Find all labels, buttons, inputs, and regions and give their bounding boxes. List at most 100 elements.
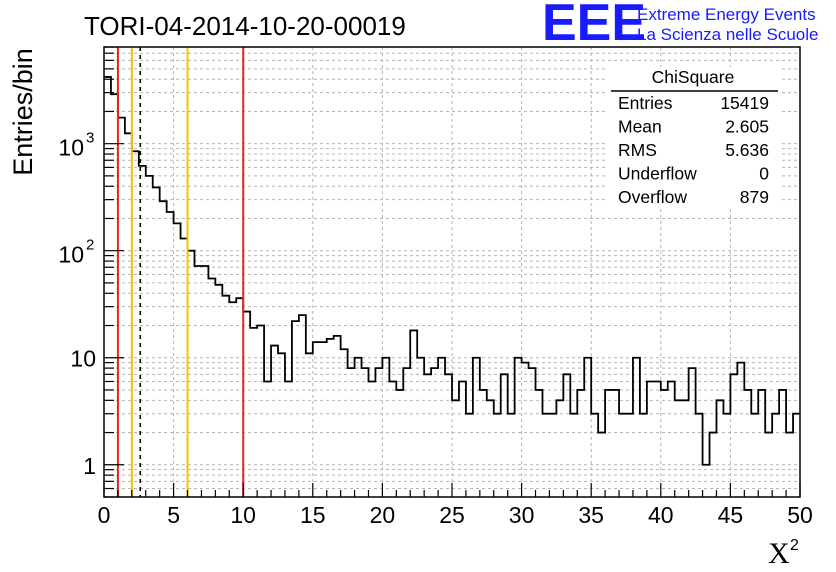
histogram-bin [153, 187, 160, 497]
histogram-bin [744, 390, 751, 497]
histogram-bin [633, 358, 640, 497]
x-axis-label-superscript: 2 [790, 537, 799, 554]
histogram-bin [194, 266, 201, 497]
histogram-bin [320, 342, 327, 497]
histogram-bin [403, 368, 410, 497]
histogram-bin [654, 381, 661, 497]
histogram-bin [591, 414, 598, 497]
histogram-bin [417, 358, 424, 497]
histogram-bin [410, 330, 417, 497]
x-tick-label: 10 [230, 502, 256, 528]
histogram-bin [327, 339, 334, 497]
y-tick-label-exponent: 2 [86, 237, 94, 254]
histogram-bin [689, 368, 696, 497]
y-tick-label-base: 1 [83, 453, 96, 479]
stats-row-value: 879 [740, 187, 769, 207]
x-axis-label-base: X [768, 537, 790, 570]
histogram-bin [494, 414, 501, 497]
stats-row-label: Entries [618, 93, 673, 113]
x-tick-label: 35 [578, 502, 604, 528]
histogram-bin [362, 368, 369, 497]
histogram-bin [605, 390, 612, 497]
histogram-bin [556, 400, 563, 497]
histogram-bin [751, 414, 758, 497]
histogram-bin [647, 381, 654, 497]
x-tick-label: 0 [98, 502, 111, 528]
x-tick-label: 25 [439, 502, 465, 528]
histogram-bin [445, 374, 452, 497]
x-tick-label: 20 [370, 502, 396, 528]
histogram-bin [682, 400, 689, 497]
histogram-bin [208, 278, 215, 497]
histogram-bin [703, 465, 710, 497]
y-tick-label-base: 10 [70, 346, 96, 372]
histogram-bin [515, 358, 522, 497]
y-tick-label: 1 [83, 453, 96, 479]
histogram-bin [668, 381, 675, 497]
histogram-bin [243, 312, 250, 497]
stats-row-value: 15419 [720, 93, 769, 113]
histogram-bin [125, 133, 132, 497]
histogram-bin [542, 414, 549, 497]
histogram-bin [710, 433, 717, 497]
histogram-bin [396, 390, 403, 497]
histogram-bin [730, 374, 737, 497]
histogram-bin [424, 374, 431, 497]
histogram-bin [549, 414, 556, 497]
histogram-bin [292, 321, 299, 497]
y-axis-label: Entries/bin [8, 48, 38, 176]
histogram-bin [487, 400, 494, 497]
histogram-bin [375, 368, 382, 497]
histogram-bin [598, 433, 605, 497]
grid [104, 46, 800, 498]
histogram-bin [640, 414, 647, 497]
histogram-bin [508, 414, 515, 497]
histogram-bin [786, 433, 793, 497]
stats-row-label: Overflow [618, 187, 687, 207]
y-tick-label-base: 10 [58, 242, 84, 268]
stats-row: Underflow 0 [618, 164, 769, 184]
histogram-bin [181, 239, 188, 497]
histogram-bin [167, 212, 174, 497]
x-axis-label: X 2 [768, 537, 799, 570]
stats-box: ChiSquare Entries 15419 Mean 2.605 RMS 5.636 U… [605, 67, 782, 209]
logo-line-1: Extreme Energy Events [637, 5, 816, 24]
histogram-bin [522, 363, 529, 497]
histogram-bin [313, 342, 320, 497]
histogram-bin [236, 298, 243, 497]
logo: EEE Extreme Energy Events La Scienza nel… [542, 0, 818, 52]
histogram-bin [584, 358, 591, 497]
histogram-bin [229, 302, 236, 497]
histogram-bin [696, 414, 703, 497]
histogram-outline [104, 76, 800, 466]
histogram-bin [271, 346, 278, 497]
axis-ticks [103, 46, 801, 498]
reference-lines [116, 47, 245, 497]
stats-row-value: 0 [759, 164, 769, 184]
histogram-bin [250, 328, 257, 497]
x-tick-label: 45 [718, 502, 744, 528]
x-tick-label: 50 [787, 502, 813, 528]
histogram-bin [285, 381, 292, 497]
x-tick-label: 40 [648, 502, 674, 528]
histogram-bin [529, 368, 536, 497]
histogram-bin [299, 315, 306, 497]
histogram-bin [466, 414, 473, 497]
histogram-bin [355, 358, 362, 497]
y-tick-label: 10 [70, 346, 96, 372]
histogram-bin [619, 414, 626, 497]
x-tick-label: 30 [509, 502, 535, 528]
histogram-bin [257, 326, 264, 497]
histogram-series [104, 76, 800, 497]
x-tick-label: 15 [300, 502, 326, 528]
histogram-bin [459, 381, 466, 497]
histogram-bin [132, 151, 139, 497]
stats-row: Mean 2.605 [618, 117, 769, 137]
histogram-bin [675, 400, 682, 497]
stats-row: Entries 15419 [618, 93, 769, 113]
stats-row-label: Underflow [618, 164, 697, 184]
stats-row: RMS 5.636 [618, 140, 769, 160]
chart-title: TORI-04-2014-10-20-00019 [84, 11, 406, 41]
